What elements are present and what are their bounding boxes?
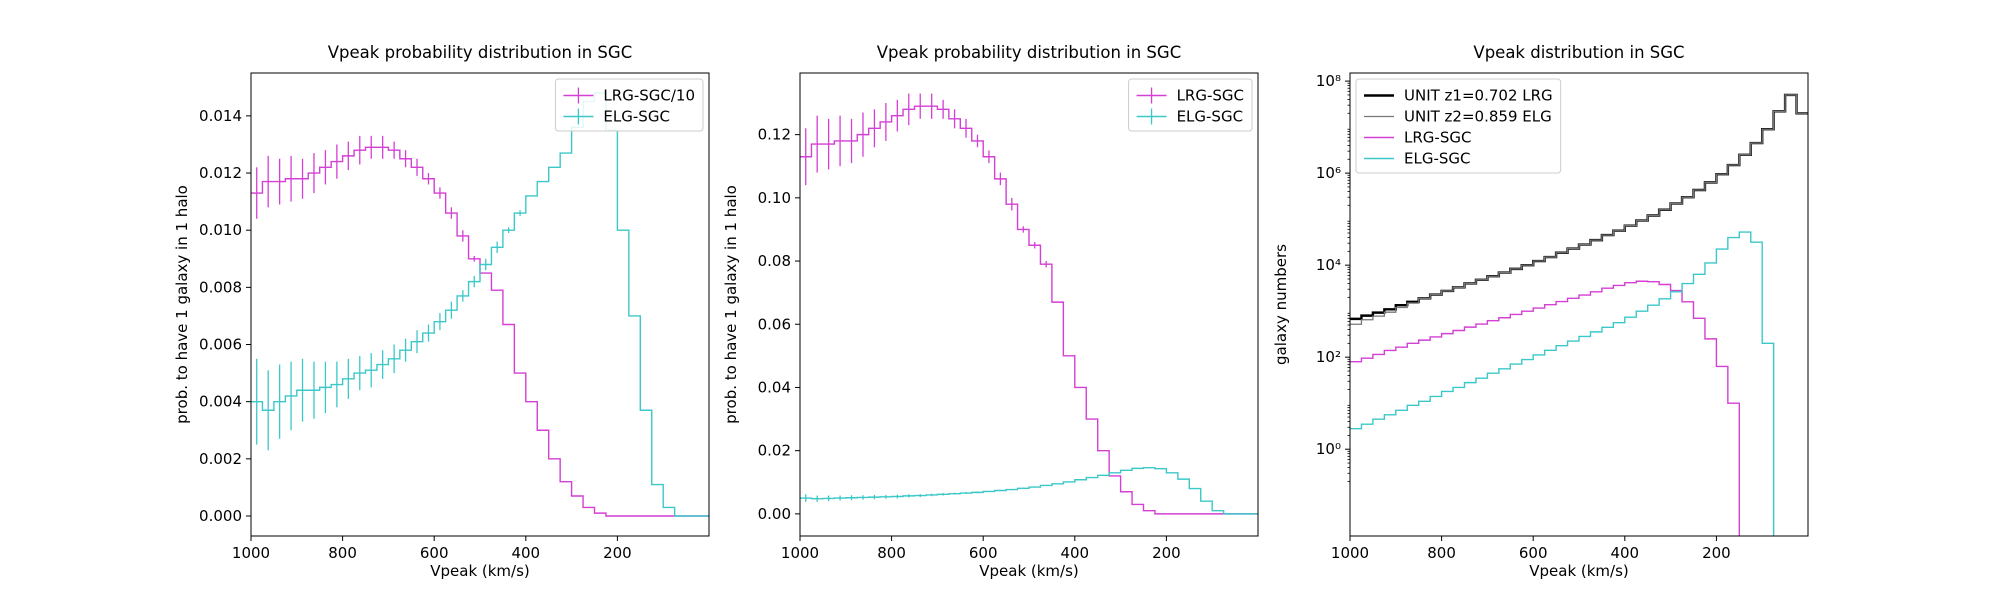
y-tick-label: 0.06 — [758, 315, 791, 333]
legend: UNIT z1=0.702 LRG UNIT z2=0.859 ELG LRG-SG… — [1355, 78, 1562, 174]
step-line — [800, 467, 1258, 515]
legend-box — [1128, 78, 1253, 132]
plot-area — [1350, 93, 1808, 536]
step-line — [1350, 231, 1775, 536]
axes: Vpeak distribution in SGC Vpeak (km/s) gal… — [1272, 43, 1809, 580]
x-tick-label: 1000 — [232, 544, 270, 562]
y-tick-label: 0.04 — [758, 378, 791, 396]
legend-label: LRG-SGC/10 — [603, 87, 695, 105]
y-tick-label: 0.12 — [758, 126, 791, 144]
y-tick-label: 10² — [1316, 348, 1341, 366]
y-tick-label: 10⁶ — [1316, 164, 1341, 182]
x-tick-label: 600 — [420, 544, 449, 562]
x-tick-label: 1000 — [1331, 544, 1369, 562]
axes-frame — [1349, 72, 1809, 537]
y-axis-label: prob. to have 1 galaxy in 1 halo — [722, 185, 740, 424]
y-tick-label: 10⁸ — [1316, 72, 1341, 90]
y-tick-label: 0.002 — [199, 450, 242, 468]
legend-label: ELG-SGC — [1404, 150, 1471, 168]
y-tick-label: 0.02 — [758, 442, 791, 460]
step-line — [251, 92, 709, 517]
y-tick-label: 0.010 — [199, 221, 242, 239]
x-axis-label: Vpeak (km/s) — [430, 562, 530, 580]
axes-title: Vpeak probability distribution in SGC — [328, 43, 632, 62]
axes-title: Vpeak probability distribution in SGC — [877, 43, 1181, 62]
y-tick-label: 0.004 — [199, 393, 242, 411]
legend-box — [554, 78, 704, 132]
x-tick-label: 400 — [1610, 544, 1639, 562]
legend-label: UNIT z1=0.702 LRG — [1404, 87, 1553, 105]
y-tick-label: 0.08 — [758, 252, 791, 270]
axes: Vpeak probability distribution in SGC Vpe… — [173, 43, 710, 580]
axes: Vpeak probability distribution in SGC Vpe… — [722, 43, 1259, 580]
legend-label: ELG-SGC — [1177, 108, 1244, 126]
y-axis-label: prob. to have 1 galaxy in 1 halo — [173, 185, 191, 424]
axes-frame — [250, 72, 710, 537]
step-line — [800, 105, 1258, 515]
y-tick-label: 0.014 — [199, 107, 242, 125]
x-axis-label: Vpeak (km/s) — [979, 562, 1079, 580]
axes-frame — [799, 72, 1259, 537]
y-tick-label: 0.006 — [199, 336, 242, 354]
x-tick-label: 600 — [969, 544, 998, 562]
x-tick-label: 800 — [328, 544, 357, 562]
legend: LRG-SGC/10 ELG-SGC — [554, 78, 704, 132]
plot-area — [800, 93, 1258, 515]
x-tick-label: 200 — [1152, 544, 1181, 562]
x-tick-label: 1000 — [781, 544, 819, 562]
legend-label: ELG-SGC — [603, 108, 670, 126]
y-tick-label: 0.012 — [199, 164, 242, 182]
x-tick-label: 800 — [1427, 544, 1456, 562]
legend-label: UNIT z2=0.859 ELG — [1404, 108, 1552, 126]
step-line — [1350, 94, 1808, 325]
y-tick-label: 10⁰ — [1316, 440, 1341, 458]
y-tick-label: 0.008 — [199, 278, 242, 296]
plot-area — [251, 92, 709, 517]
x-tick-label: 600 — [1519, 544, 1548, 562]
y-tick-label: 0.00 — [758, 505, 791, 523]
x-tick-label: 200 — [603, 544, 632, 562]
legend: LRG-SGC ELG-SGC — [1128, 78, 1253, 132]
x-tick-label: 400 — [511, 544, 540, 562]
legend-label: LRG-SGC — [1177, 87, 1244, 105]
y-tick-label: 0.000 — [199, 507, 242, 525]
axes-title: Vpeak distribution in SGC — [1473, 43, 1684, 62]
x-tick-label: 200 — [1702, 544, 1731, 562]
legend-box — [1355, 78, 1562, 174]
x-axis-label: Vpeak (km/s) — [1529, 562, 1629, 580]
step-line — [251, 146, 709, 517]
y-axis-label: galaxy numbers — [1272, 244, 1290, 365]
x-tick-label: 400 — [1060, 544, 1089, 562]
x-tick-label: 800 — [877, 544, 906, 562]
y-tick-label: 10⁴ — [1316, 256, 1341, 274]
step-line — [1350, 280, 1740, 536]
y-tick-label: 0.10 — [758, 189, 791, 207]
legend-label: LRG-SGC — [1404, 129, 1471, 147]
